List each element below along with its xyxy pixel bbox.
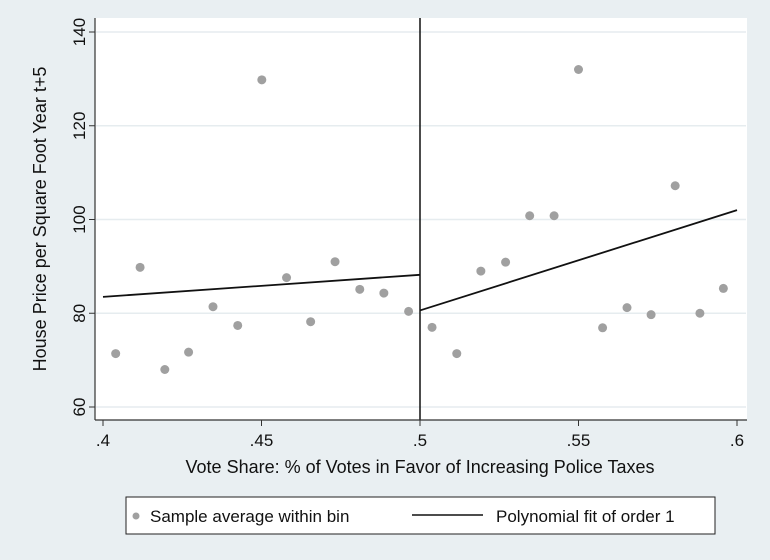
x-tick-label: .55 — [567, 431, 591, 450]
data-point — [135, 262, 145, 272]
x-tick-label: .45 — [250, 431, 274, 450]
x-tick-label: .5 — [413, 431, 427, 450]
data-point — [718, 283, 728, 293]
data-point — [670, 181, 680, 191]
data-point — [257, 75, 267, 85]
fit-lines — [102, 209, 738, 312]
data-point — [622, 303, 632, 313]
data-point — [452, 349, 462, 359]
data-point — [549, 211, 559, 221]
data-point — [476, 266, 486, 276]
data-point — [111, 349, 121, 359]
data-point — [233, 320, 243, 330]
y-tick-label: 120 — [70, 112, 89, 140]
data-point — [695, 308, 705, 318]
legend: Sample average within bin Polynomial fit… — [125, 496, 716, 535]
data-point — [306, 317, 316, 327]
data-point — [646, 310, 656, 320]
y-tick-label: 80 — [70, 304, 89, 323]
y-axis-title: House Price per Square Foot Year t+5 — [30, 67, 50, 372]
data-point — [355, 284, 365, 294]
data-point — [404, 306, 414, 316]
data-point — [379, 288, 389, 298]
y-tick-label: 60 — [70, 398, 89, 417]
scatter-points — [111, 65, 728, 374]
x-ticks: .4 .45 .5 .55 .6 — [96, 420, 744, 450]
gridlines — [96, 31, 746, 408]
fit-line-segment — [102, 273, 421, 298]
y-tick-label: 140 — [70, 18, 89, 46]
data-point — [184, 347, 194, 357]
data-point — [427, 322, 437, 332]
legend-label-scatter: Sample average within bin — [150, 507, 349, 526]
y-tick-label: 100 — [70, 205, 89, 233]
data-point — [574, 65, 583, 74]
data-point — [208, 302, 218, 312]
fit-line-segment — [419, 209, 738, 312]
x-axis-title: Vote Share: % of Votes in Favor of Incre… — [186, 457, 655, 477]
data-point — [330, 257, 340, 267]
data-point — [501, 257, 511, 267]
x-tick-label: .4 — [96, 431, 110, 450]
data-point — [598, 323, 608, 333]
data-point — [282, 273, 292, 283]
y-ticks: 60 80 100 120 140 — [70, 18, 95, 417]
data-point — [160, 365, 170, 374]
data-point — [525, 211, 535, 221]
legend-label-fit: Polynomial fit of order 1 — [496, 507, 675, 526]
legend-marker-scatter — [132, 512, 140, 520]
x-tick-label: .6 — [730, 431, 744, 450]
